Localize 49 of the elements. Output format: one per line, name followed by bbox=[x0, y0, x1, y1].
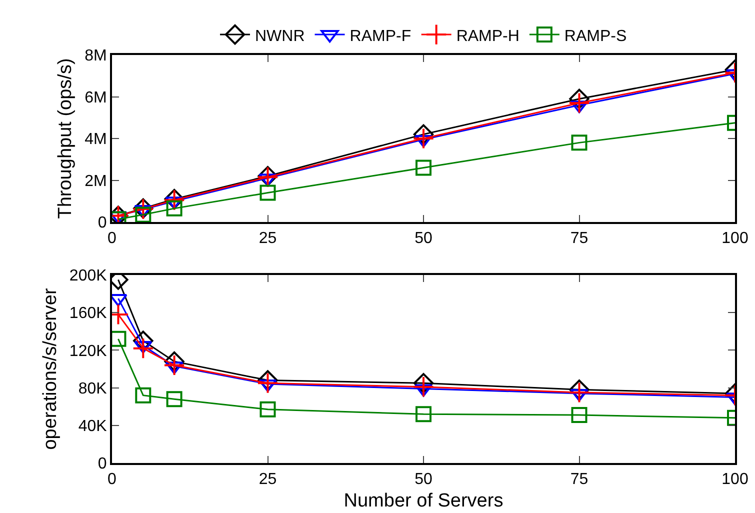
point bbox=[166, 391, 182, 408]
legend-label: RAMP-F bbox=[350, 28, 412, 45]
point bbox=[571, 407, 588, 424]
point bbox=[164, 351, 184, 372]
y-axis-title: Throughput (ops/s) bbox=[54, 58, 76, 219]
point bbox=[166, 200, 182, 216]
y-tick-label: 120K bbox=[69, 342, 108, 360]
y-tick-label: 200K bbox=[69, 268, 108, 285]
point bbox=[570, 388, 588, 402]
x-tick-label: 50 bbox=[414, 471, 432, 488]
x-tick-label: 25 bbox=[258, 471, 277, 488]
x-tick-label: 50 bbox=[414, 230, 432, 248]
point bbox=[569, 380, 590, 400]
point bbox=[258, 370, 278, 390]
point bbox=[132, 338, 154, 360]
point bbox=[416, 406, 432, 422]
y-tick-label: 80K bbox=[78, 380, 108, 398]
legend-label: RAMP-H bbox=[456, 28, 520, 45]
x-tick-label: 75 bbox=[570, 471, 588, 488]
point bbox=[416, 160, 432, 176]
point bbox=[412, 376, 434, 398]
point bbox=[568, 92, 590, 114]
point bbox=[412, 128, 434, 150]
y-tick-label: 40K bbox=[78, 418, 108, 435]
point bbox=[568, 382, 590, 404]
x-axis-title: Number of Servers bbox=[344, 490, 504, 512]
point bbox=[164, 354, 186, 376]
y-tick-label: 0 bbox=[98, 214, 107, 232]
y-tick-label: 0 bbox=[98, 456, 107, 473]
y-tick-label: 6M bbox=[84, 89, 107, 106]
point bbox=[571, 134, 588, 151]
y-tick-label: 8M bbox=[84, 48, 107, 65]
y-axis-title: operations/s/server bbox=[40, 288, 61, 450]
point bbox=[260, 401, 276, 418]
point bbox=[135, 387, 152, 404]
x-tick-label: 75 bbox=[570, 230, 588, 248]
point bbox=[413, 124, 434, 144]
point bbox=[413, 373, 434, 394]
point bbox=[256, 372, 279, 394]
point bbox=[260, 184, 276, 201]
point bbox=[569, 88, 590, 109]
y-tick-label: 160K bbox=[69, 305, 108, 322]
y-tick-label: 2M bbox=[84, 172, 107, 190]
legend-label: RAMP-S bbox=[564, 28, 627, 45]
x-tick-label: 100 bbox=[722, 230, 748, 248]
x-tick-label: 25 bbox=[258, 230, 277, 248]
x-tick-label: 100 bbox=[722, 471, 748, 488]
y-tick-label: 4M bbox=[84, 131, 107, 148]
legend-label: NWNR bbox=[255, 28, 305, 45]
